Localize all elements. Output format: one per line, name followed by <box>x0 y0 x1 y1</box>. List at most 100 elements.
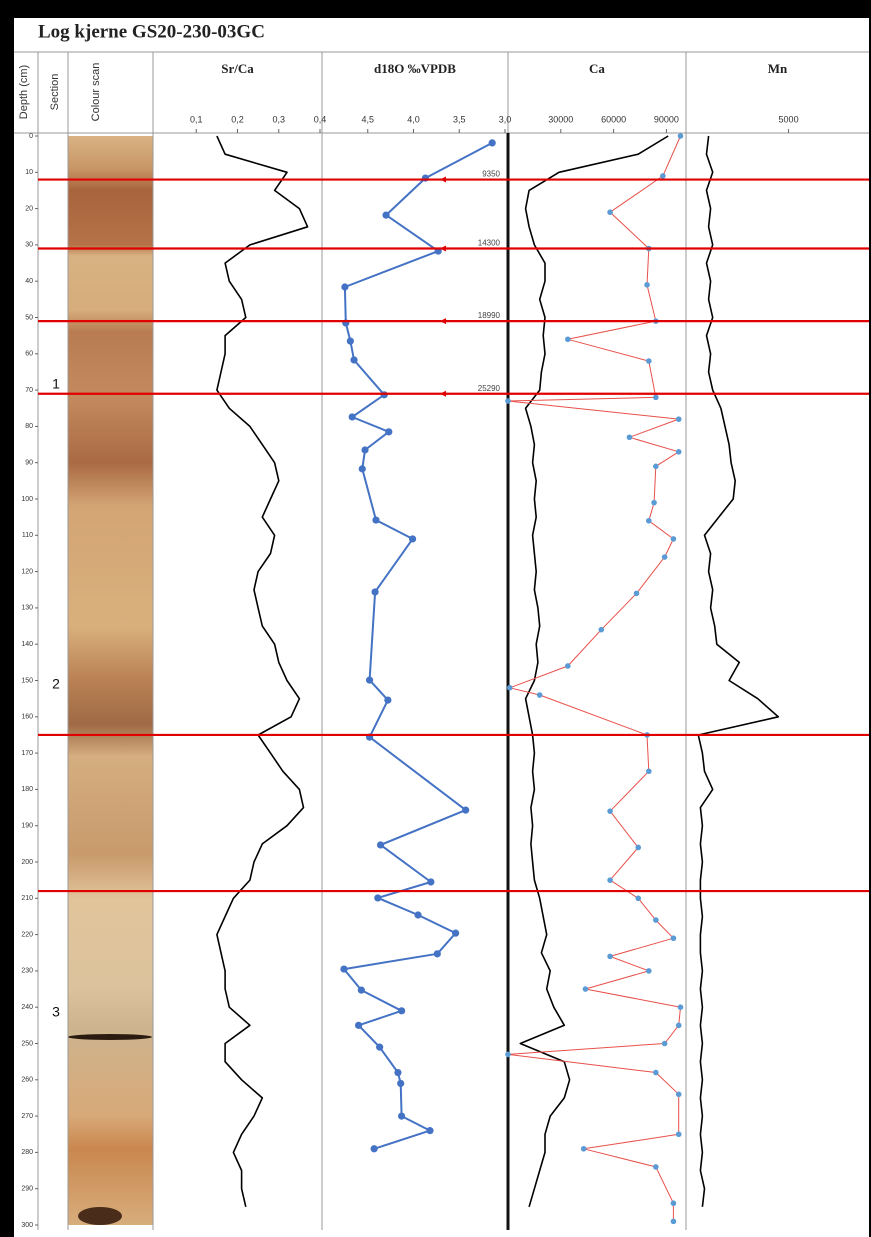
series-point <box>671 1200 677 1206</box>
depth-tick-label: 130 <box>21 605 33 612</box>
panel-title: Sr/Ca <box>221 61 254 76</box>
series-point <box>653 1070 659 1076</box>
series-point <box>607 808 613 814</box>
depth-tick-label: 30 <box>25 242 33 249</box>
depth-tick-label: 110 <box>22 532 33 539</box>
depth-label: Depth (cm) <box>18 65 30 119</box>
series-point <box>646 518 652 524</box>
horizon-label: 14300 <box>478 239 501 248</box>
panel-title: Ca <box>589 61 605 76</box>
series-point <box>376 1044 383 1051</box>
section-label: Section <box>49 74 61 111</box>
series-point <box>676 1092 682 1098</box>
depth-tick-label: 170 <box>21 750 33 757</box>
series-point <box>371 588 378 595</box>
series-point <box>374 894 381 901</box>
series-point <box>653 917 659 923</box>
x-tick-label: 4,5 <box>361 114 374 124</box>
series-point <box>583 986 589 992</box>
series-point <box>565 336 571 342</box>
series-point <box>678 133 684 139</box>
section-number: 2 <box>52 676 60 692</box>
series-point <box>349 413 356 420</box>
series-point <box>358 987 365 994</box>
series-point <box>660 173 666 179</box>
depth-tick-label: 90 <box>25 460 33 467</box>
depth-tick-label: 160 <box>21 714 33 721</box>
series-point <box>384 697 391 704</box>
series-point <box>382 212 389 219</box>
series-point <box>678 1004 684 1010</box>
depth-tick-label: 230 <box>21 968 33 975</box>
depth-tick-label: 220 <box>21 931 33 938</box>
series-point <box>676 416 682 422</box>
depth-tick-label: 290 <box>21 1186 33 1193</box>
depth-tick-label: 270 <box>21 1113 33 1120</box>
series-point <box>581 1146 587 1152</box>
colour-label: Colour scan <box>90 63 102 122</box>
depth-tick-label: 100 <box>21 496 33 503</box>
series-point <box>366 677 373 684</box>
series-point <box>653 464 659 470</box>
series-point <box>427 878 434 885</box>
colour-scan <box>68 136 153 1225</box>
series-point <box>607 877 613 883</box>
x-tick-label: 0,3 <box>272 114 285 124</box>
figure-title: Log kjerne GS20-230-03GC <box>38 21 265 42</box>
series-point <box>462 806 469 813</box>
horizon-label: 9350 <box>482 170 500 179</box>
x-tick-label: 0,2 <box>231 114 244 124</box>
series-point <box>598 627 604 633</box>
depth-tick-label: 150 <box>21 677 33 684</box>
series-point <box>676 1131 682 1137</box>
series-point <box>350 356 357 363</box>
x-tick-label: 4,0 <box>407 114 420 124</box>
series-point <box>653 1164 659 1170</box>
series-point <box>634 591 640 597</box>
depth-tick-label: 60 <box>25 351 33 358</box>
series-point <box>565 663 571 669</box>
series-point <box>426 1127 433 1134</box>
depth-tick-label: 210 <box>21 895 33 902</box>
x-tick-label: 90000 <box>654 114 679 124</box>
depth-tick-label: 70 <box>25 387 33 394</box>
x-tick-label: 30000 <box>548 114 573 124</box>
series-point <box>489 139 496 146</box>
series-point <box>505 398 511 404</box>
series-point <box>377 841 384 848</box>
series-point <box>646 968 652 974</box>
depth-tick-label: 180 <box>21 786 33 793</box>
series-point <box>409 535 416 542</box>
section-number: 3 <box>52 1004 60 1020</box>
series-point <box>371 1145 378 1152</box>
panel-title: Mn <box>768 61 788 76</box>
series-point <box>651 500 657 506</box>
depth-tick-label: 0 <box>29 133 33 140</box>
series-point <box>359 465 366 472</box>
depth-tick-label: 280 <box>21 1149 33 1156</box>
series-point <box>635 845 641 851</box>
series-point <box>644 282 650 288</box>
depth-tick-label: 40 <box>25 278 33 285</box>
series-point <box>434 950 441 957</box>
series-point <box>627 434 633 440</box>
series-point <box>394 1069 401 1076</box>
series-point <box>414 911 421 918</box>
series-point <box>671 935 677 941</box>
series-point <box>355 1022 362 1029</box>
panel-title: d18O ‰VPDB <box>374 61 456 76</box>
depth-tick-label: 250 <box>21 1040 33 1047</box>
x-tick-label: 0,1 <box>190 114 203 124</box>
series-point <box>452 930 459 937</box>
depth-tick-label: 300 <box>21 1222 33 1229</box>
depth-tick-label: 50 <box>25 314 33 321</box>
x-tick-label: 0,4 <box>314 114 327 124</box>
dark-layer <box>68 1034 152 1040</box>
depth-tick-label: 190 <box>21 823 33 830</box>
series-point <box>398 1007 405 1014</box>
series-point <box>347 337 354 344</box>
series-point <box>662 554 668 560</box>
series-point <box>398 1113 405 1120</box>
series-point <box>671 536 677 542</box>
dark-clast <box>78 1207 122 1225</box>
